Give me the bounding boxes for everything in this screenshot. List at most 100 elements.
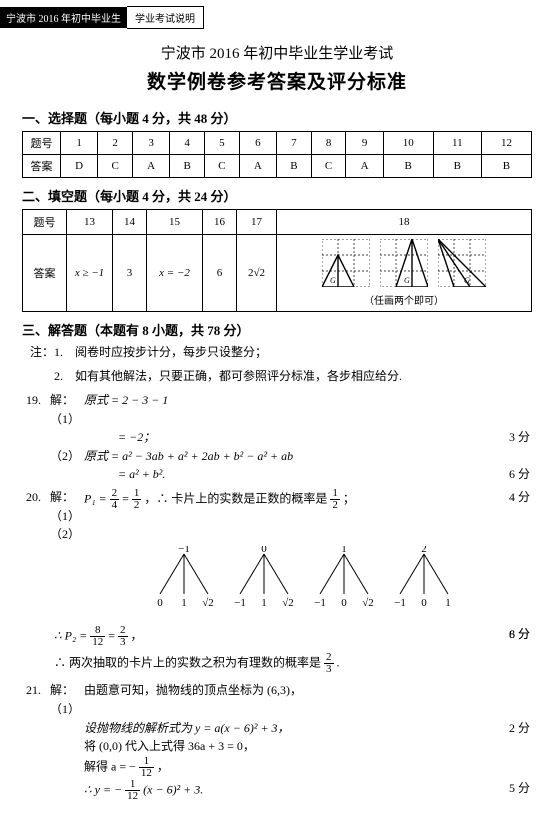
q20-tree-diagram: −1 0 1 2 01√2 −11√2 −10√2 −101 (26, 544, 532, 626)
cell: 5 (205, 132, 240, 155)
q19-1-l1: 原式 = 2 − 3 − 1 (84, 391, 532, 428)
grid-icon: G (322, 239, 370, 287)
cell: 12 (481, 132, 531, 155)
svg-text:0: 0 (341, 597, 347, 609)
cell: B (433, 155, 481, 178)
cell: 17 (237, 210, 277, 235)
q21-l3: 将 (0,0) 代入上式得 36a + 3 = 0， (26, 737, 255, 756)
svg-text:1: 1 (341, 546, 347, 555)
section2-heading: 二、填空题（每小题 4 分，共 24 分） (22, 186, 532, 205)
score-label: 8 分 (509, 625, 530, 644)
grid-icon: G (380, 239, 428, 287)
grid-figure: G (322, 239, 370, 287)
grading-note-2: 2. 如有其他解法，只要正确，都可参照评分标准，各步相应给分. (30, 367, 532, 385)
cell: 11 (433, 132, 481, 155)
title-line-2: 数学例卷参考答案及评分标准 (22, 67, 532, 94)
grid-figure: G (380, 239, 428, 287)
page: 宁波市 2016 年初中毕业生学业考试说明 宁波市 2016 年初中毕业生学业考… (0, 0, 554, 822)
svg-text:−1: −1 (234, 597, 246, 609)
row-label: 题号 (23, 210, 67, 235)
cell: B (481, 155, 531, 178)
q19-2-l1: 原式 = a² − 3ab + a² + 2ab + b² − a² + ab (84, 447, 532, 466)
title-block: 宁波市 2016 年初中毕业生学业考试 数学例卷参考答案及评分标准 (22, 42, 532, 94)
svg-text:G: G (404, 276, 410, 285)
score-label: 6 分 (509, 465, 530, 484)
cell: A (239, 155, 276, 178)
svg-text:G: G (464, 276, 470, 285)
cell: 14 (113, 210, 147, 235)
cell: 3 (113, 235, 147, 312)
table-row: 题号 1 2 3 4 5 6 7 8 9 10 11 12 (23, 132, 532, 155)
cell: 4 (170, 132, 205, 155)
cell: 13 (67, 210, 113, 235)
q20: 20. 解：（1） P₁ = 24 = 12 ，∴ 卡片上的实数是正数的概率是 … (26, 488, 532, 675)
svg-text:−1: −1 (178, 546, 190, 555)
running-header: 宁波市 2016 年初中毕业生学业考试说明 (0, 6, 554, 26)
svg-text:√2: √2 (282, 597, 294, 609)
q21-l1: 由题意可知，抛物线的顶点坐标为 (6,3)， (84, 681, 532, 718)
svg-text:0: 0 (421, 597, 427, 609)
table-row: 题号 13 14 15 16 17 18 (23, 210, 532, 235)
svg-text:−1: −1 (394, 597, 406, 609)
cell: 1 (61, 132, 98, 155)
q20-conclusion-1: ∴ P₂ = 812 = 23 ， (54, 625, 143, 648)
sol-prefix: 解：（1） (50, 488, 84, 525)
table-row: 答案 D C A B C A B C A B B B (23, 155, 532, 178)
grid-icon: G (438, 239, 486, 287)
svg-text:√2: √2 (202, 597, 214, 609)
svg-text:1: 1 (261, 597, 267, 609)
section3-heading: 三、解答题（本题有 8 小题，共 78 分） (22, 320, 532, 339)
q19: 19. 解：（1） 原式 = 2 − 3 − 1 = −2； 3 分 （2） 原… (26, 391, 532, 484)
score-label: 2 分 (509, 719, 530, 738)
svg-text:0: 0 (261, 546, 267, 555)
q-index: 20. (26, 488, 50, 525)
cell: 2√2 (237, 235, 277, 312)
grid-figure: G (438, 239, 486, 287)
q18-caption: （任画两个即可） (279, 292, 529, 307)
cell: A (346, 155, 383, 178)
header-label: 学业考试说明 (127, 6, 204, 29)
svg-text:√2: √2 (362, 597, 374, 609)
svg-text:1: 1 (181, 597, 187, 609)
cell: 2 (98, 132, 133, 155)
row-label: 答案 (23, 155, 61, 178)
cell-q18-figures: G G (277, 235, 532, 312)
q20-conclusion-2: ∴ 两次抽取的卡片上的实数之积为有理数的概率是 23 . (54, 652, 340, 675)
cell: C (205, 155, 240, 178)
header-city-year: 宁波市 2016 年初中毕业生 (0, 7, 127, 28)
choice-table: 题号 1 2 3 4 5 6 7 8 9 10 11 12 答案 D C A B… (22, 131, 532, 178)
q-index: 21. (26, 681, 50, 718)
score-label: 5 分 (509, 779, 530, 798)
q21-l2: 设抛物线的解析式为 y = a(x − 6)² + 3， (26, 719, 290, 738)
q19-2-l2: = a² + b². (26, 465, 165, 484)
cell: B (383, 155, 433, 178)
score-label: 3 分 (509, 428, 530, 447)
svg-text:1: 1 (445, 597, 451, 609)
cell: C (98, 155, 133, 178)
q21-l4: 解得 a = − 112 ， (26, 756, 169, 779)
q19-1-l2: = −2； (26, 428, 155, 447)
title-line-1: 宁波市 2016 年初中毕业生学业考试 (22, 42, 532, 63)
cell: C (311, 155, 346, 178)
cell: D (61, 155, 98, 178)
section1-heading: 一、选择题（每小题 4 分，共 48 分） (22, 108, 532, 127)
cell: 6 (239, 132, 276, 155)
cell: A (133, 155, 170, 178)
row-label: 答案 (23, 235, 67, 312)
svg-text:0: 0 (157, 597, 163, 609)
q21: 21. 解：（1） 由题意可知，抛物线的顶点坐标为 (6,3)， 设抛物线的解析… (26, 681, 532, 801)
part-label: （2） (50, 447, 84, 466)
cell: x ≥ −1 (67, 235, 113, 312)
q21-l5: ∴ y = − 112 (x − 6)² + 3. (26, 779, 203, 802)
cell: 10 (383, 132, 433, 155)
q20-1-text: P₁ = 24 = 12 ，∴ 卡片上的实数是正数的概率是 12 ； (84, 488, 532, 525)
sol-prefix: 解：（1） (50, 391, 84, 428)
q18-grid-boxes: G G (279, 239, 529, 289)
row-label: 题号 (23, 132, 61, 155)
cell: 7 (277, 132, 312, 155)
cell: 3 (133, 132, 170, 155)
cell: B (170, 155, 205, 178)
cell: 16 (203, 210, 237, 235)
cell: x = −2 (147, 235, 203, 312)
cell: 15 (147, 210, 203, 235)
